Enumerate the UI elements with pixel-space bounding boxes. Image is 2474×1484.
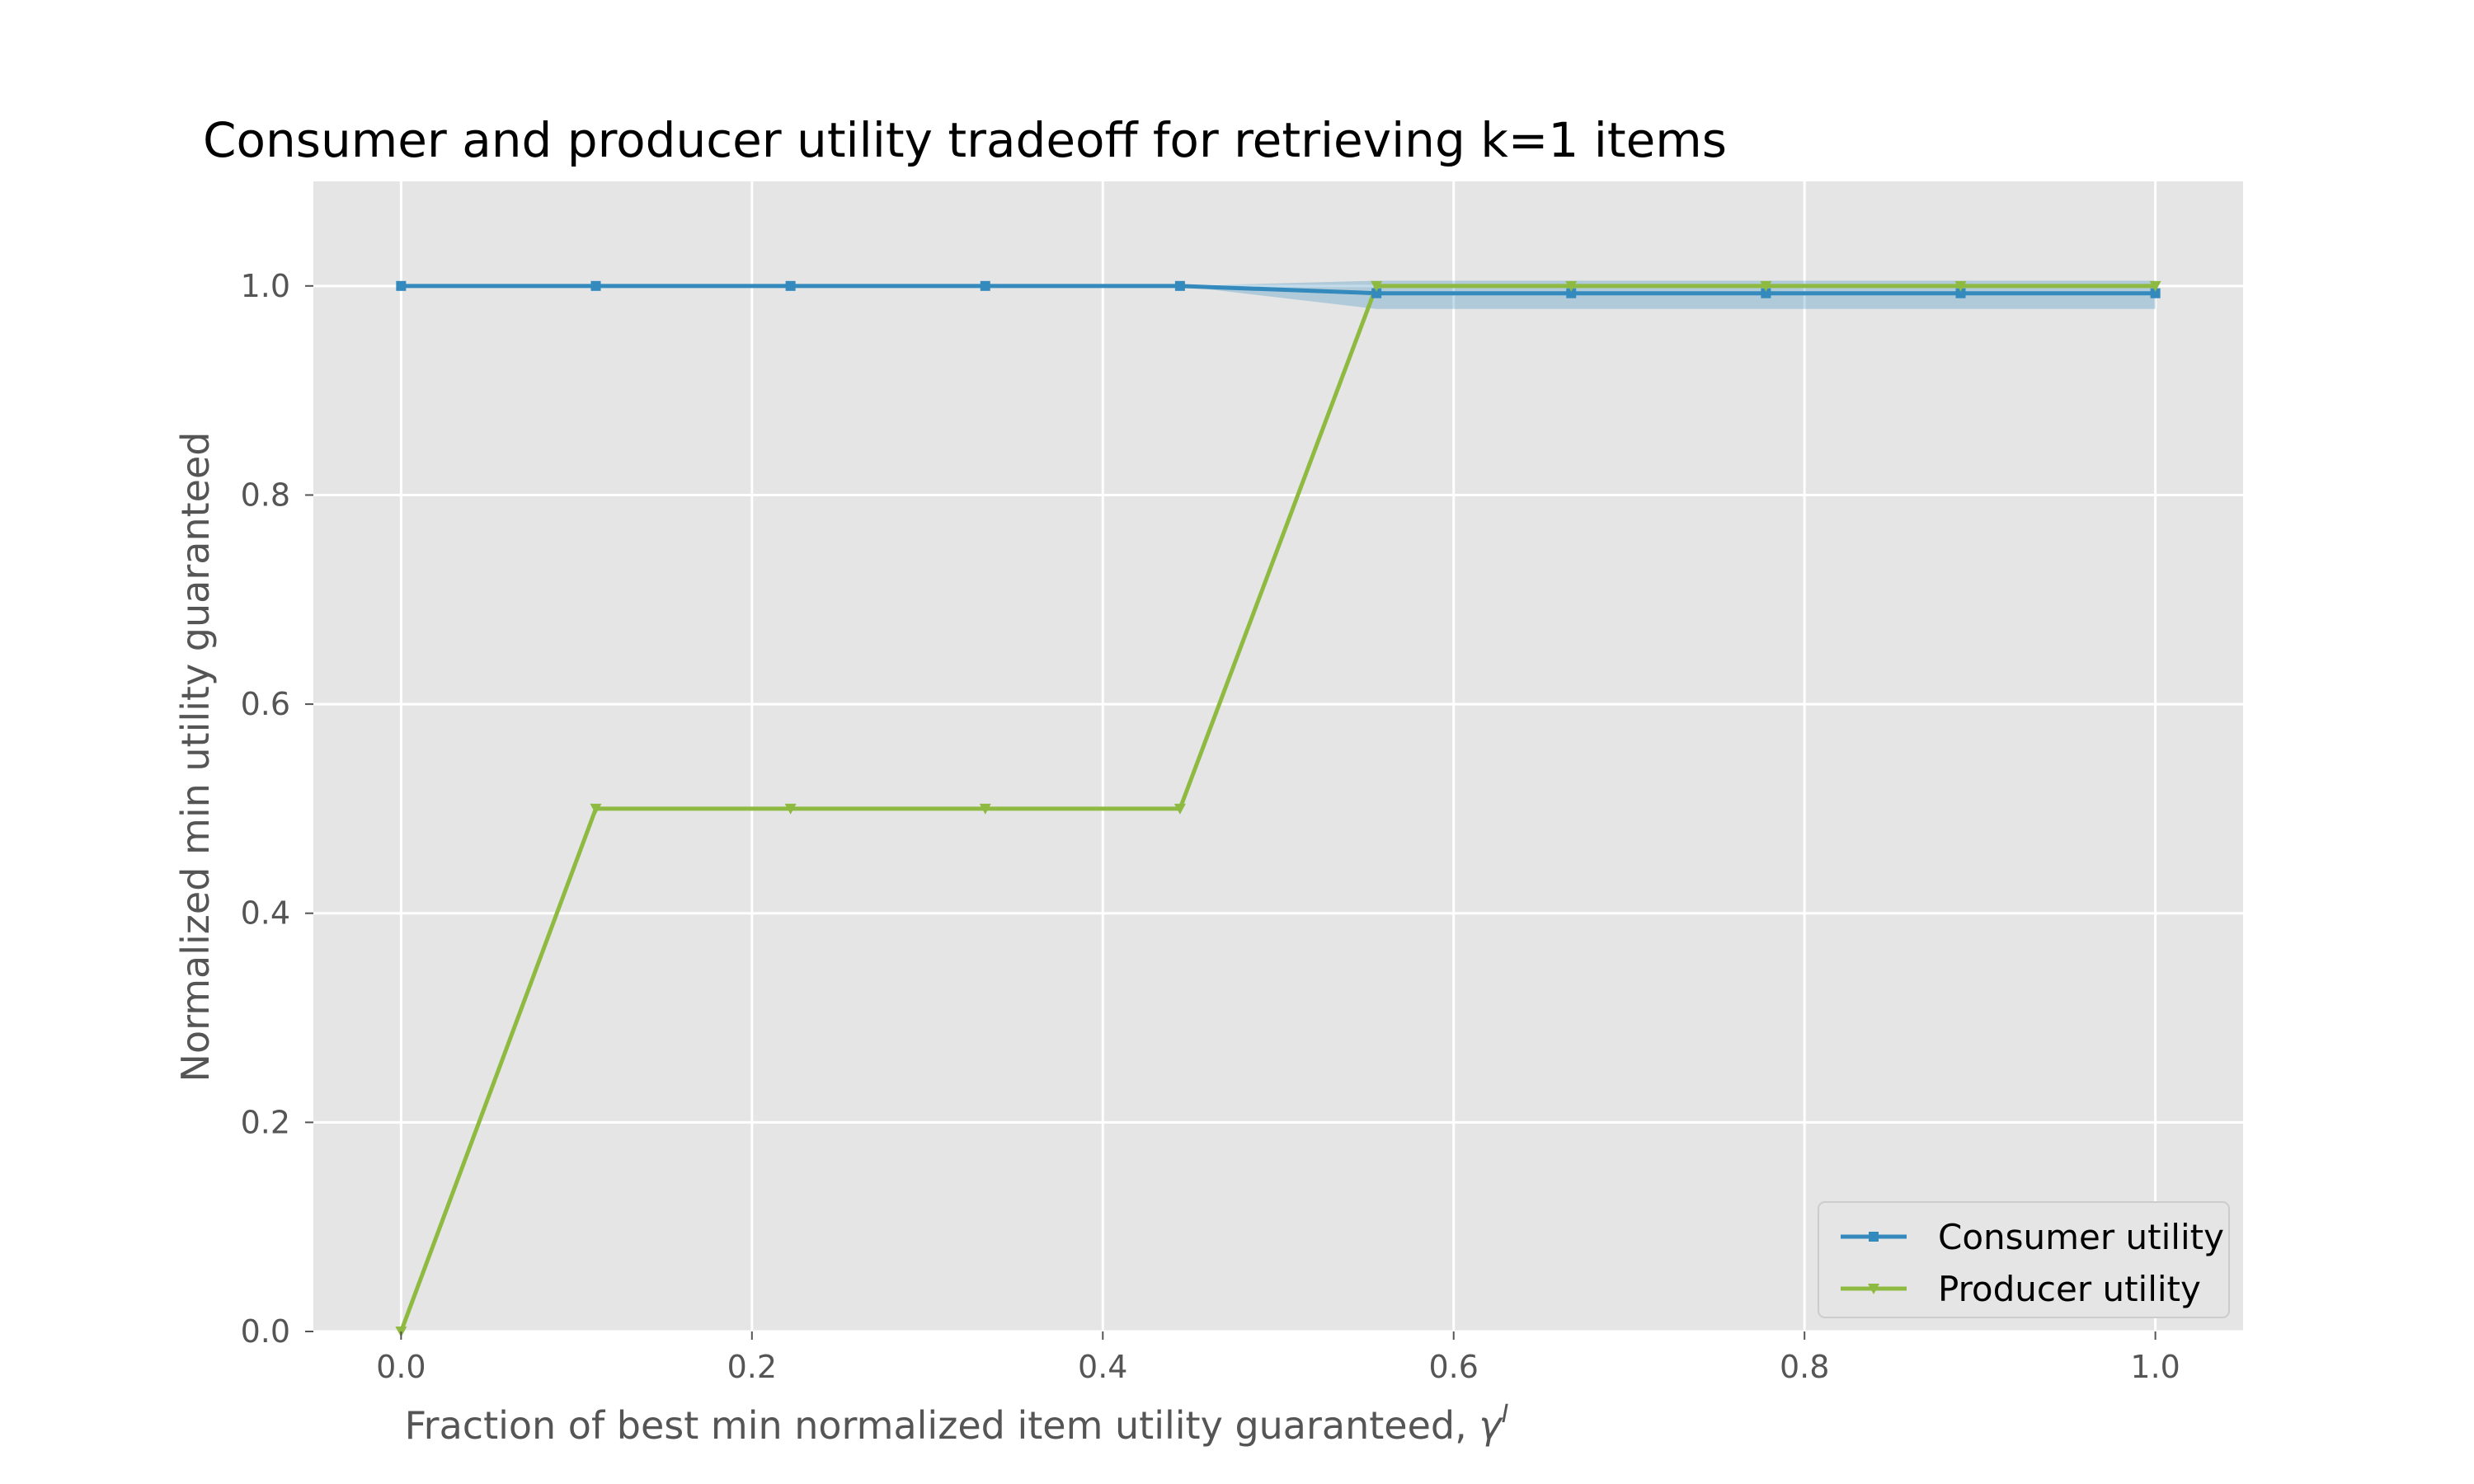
producer-point — [1565, 280, 1578, 292]
x-axis-label: Fraction of best min normalized item uti… — [405, 1400, 1509, 1448]
producer-point — [590, 803, 602, 815]
y-axis-ticks: 0.0 0.2 0.4 0.6 0.8 1.0 — [241, 268, 313, 1350]
y-axis-label: Normalized min utility guaranteed — [173, 432, 218, 1082]
consumer-point — [1566, 288, 1577, 298]
legend-box — [1818, 1201, 2230, 1318]
x-tick-label: 0.8 — [1780, 1349, 1829, 1385]
consumer-point — [1955, 288, 1966, 298]
consumer-point — [980, 280, 990, 291]
series-line-1 — [399, 284, 2156, 1332]
legend-marker-0 — [1869, 1232, 1879, 1242]
producer-point — [784, 803, 797, 815]
consumer-point — [1174, 280, 1185, 291]
consumer-point — [2150, 288, 2161, 298]
y-tick-label: 1.0 — [241, 268, 290, 304]
x-axis-ticks: 0.0 0.2 0.4 0.6 0.8 1.0 — [376, 1331, 2180, 1385]
series-line-0 — [401, 284, 2156, 296]
producer-point — [1954, 280, 1967, 292]
producer-point — [1760, 280, 1772, 292]
chart-title: Consumer and producer utility tradeoff f… — [203, 112, 1727, 168]
producer-point — [979, 803, 991, 815]
consumer-point — [1371, 288, 1382, 298]
consumer-point — [396, 280, 407, 291]
x-tick-label: 0.0 — [376, 1349, 426, 1385]
producer-point — [2149, 280, 2161, 292]
producer-point — [1371, 280, 1383, 292]
y-tick-label: 0.2 — [241, 1104, 290, 1140]
consumer-point — [785, 280, 796, 291]
x-tick-label: 1.0 — [2130, 1349, 2180, 1385]
consumer-point — [1761, 288, 1771, 298]
legend-marker-1 — [1868, 1284, 1879, 1294]
plot-area — [313, 181, 2243, 1331]
series-lines — [399, 284, 2156, 1332]
x-tick-label: 0.6 — [1429, 1349, 1479, 1385]
legend-label-0: Consumer utility — [1938, 1217, 2224, 1257]
y-tick-label: 0.8 — [241, 477, 290, 513]
consumer-point — [590, 280, 601, 291]
y-tick-label: 0.4 — [241, 895, 290, 932]
y-tick-label: 0.0 — [241, 1313, 290, 1350]
series-markers — [395, 280, 2161, 1337]
legend-label-1: Producer utility — [1938, 1269, 2201, 1309]
y-tick-label: 0.6 — [241, 686, 290, 722]
x-tick-label: 0.2 — [727, 1349, 777, 1385]
producer-point — [1174, 803, 1186, 815]
x-tick-label: 0.4 — [1078, 1349, 1127, 1385]
legend: Consumer utility Producer utility — [1818, 1201, 2230, 1318]
